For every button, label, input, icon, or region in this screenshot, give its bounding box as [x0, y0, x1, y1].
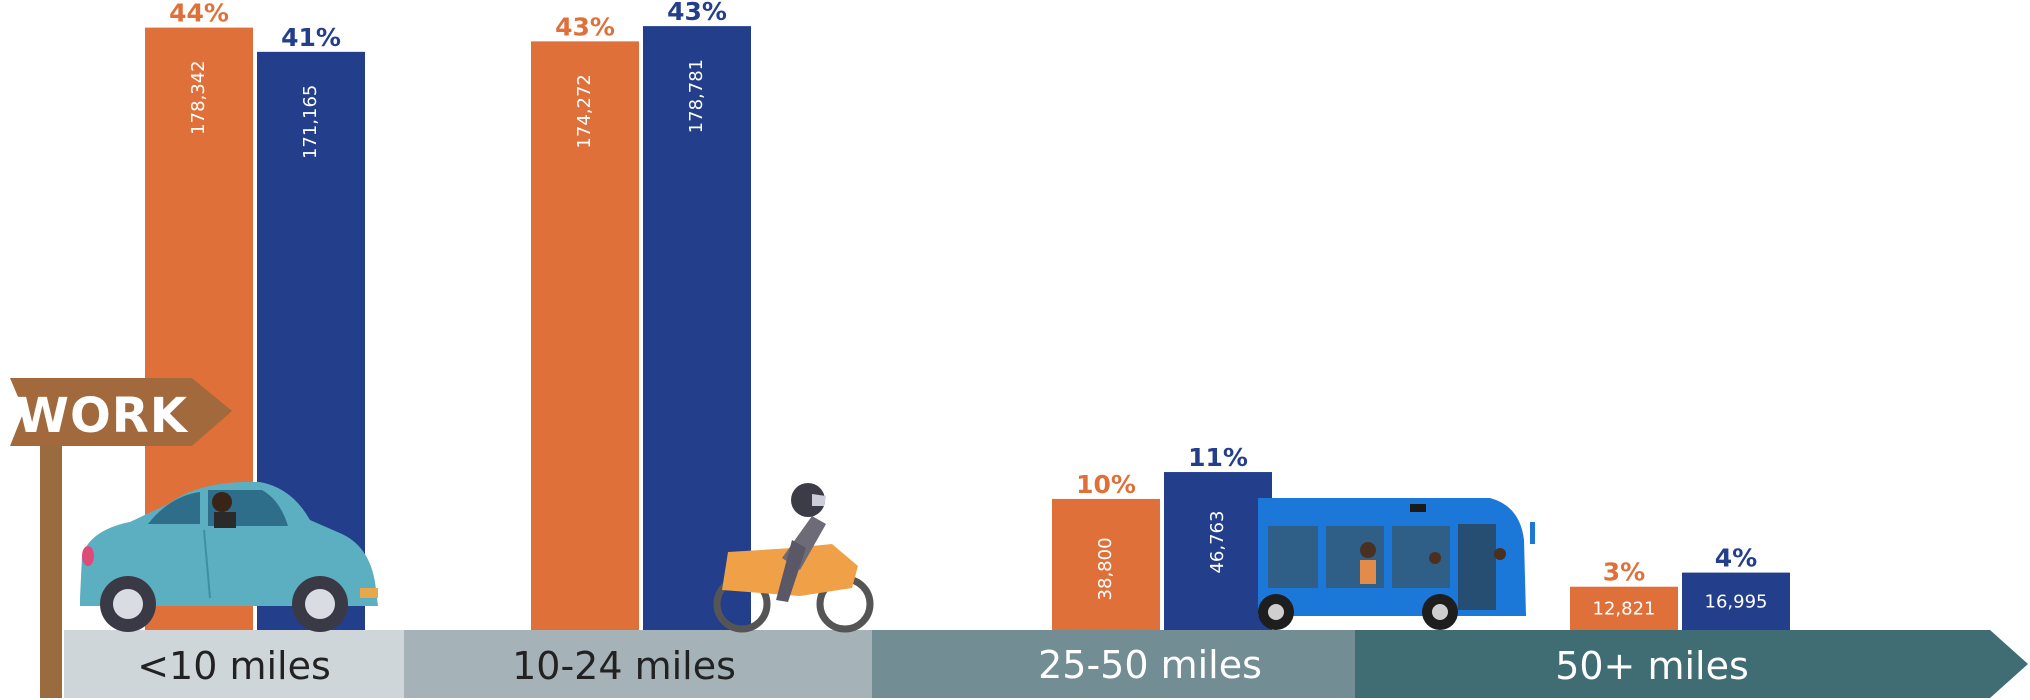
category-label: 50+ miles [1555, 644, 1749, 688]
segment-50-plus-miles [1355, 630, 2028, 698]
bar [1164, 472, 1272, 630]
percent-label: 10% [1076, 470, 1136, 499]
bar [643, 26, 751, 631]
segment-10-24-miles [404, 630, 872, 698]
value-label: 178,342 [188, 60, 209, 134]
signpost-icon: WORK [10, 378, 232, 698]
percent-label: 3% [1603, 558, 1645, 587]
bars-layer: 44% 178,342 43% 174,272 10% 38,800 3% 12,821 41%… [145, 0, 1790, 631]
car-icon [80, 481, 378, 632]
value-label: 16,995 [1705, 591, 1768, 612]
value-label: 174,272 [574, 74, 595, 148]
bar [531, 41, 639, 631]
category-label: <10 miles [137, 644, 331, 688]
percent-label: 43% [667, 0, 727, 26]
segment-under-10-miles [64, 630, 404, 698]
bus-icon [1258, 498, 1535, 630]
percent-label: 44% [169, 0, 229, 28]
bar [1570, 586, 1678, 630]
percent-label: 41% [281, 23, 341, 52]
value-label: 178,781 [686, 59, 707, 133]
bar [1052, 498, 1160, 630]
motorcycle-icon [713, 483, 874, 633]
segment-25-50-miles [872, 630, 1355, 698]
bar [1682, 572, 1790, 630]
category-label: 25-50 miles [1038, 643, 1262, 687]
value-label: 38,800 [1095, 537, 1116, 600]
value-label: 46,763 [1207, 511, 1228, 574]
sign-text: WORK [16, 388, 189, 444]
percent-label: 43% [555, 12, 615, 41]
percent-label: 4% [1715, 544, 1757, 573]
value-label: 171,165 [300, 85, 321, 159]
percent-label: 11% [1188, 443, 1248, 472]
category-label: 10-24 miles [512, 644, 736, 688]
distance-axis-ribbon: <10 miles 10-24 miles 25-50 miles 50+ mi… [64, 630, 2028, 698]
value-label: 12,821 [1593, 598, 1656, 619]
